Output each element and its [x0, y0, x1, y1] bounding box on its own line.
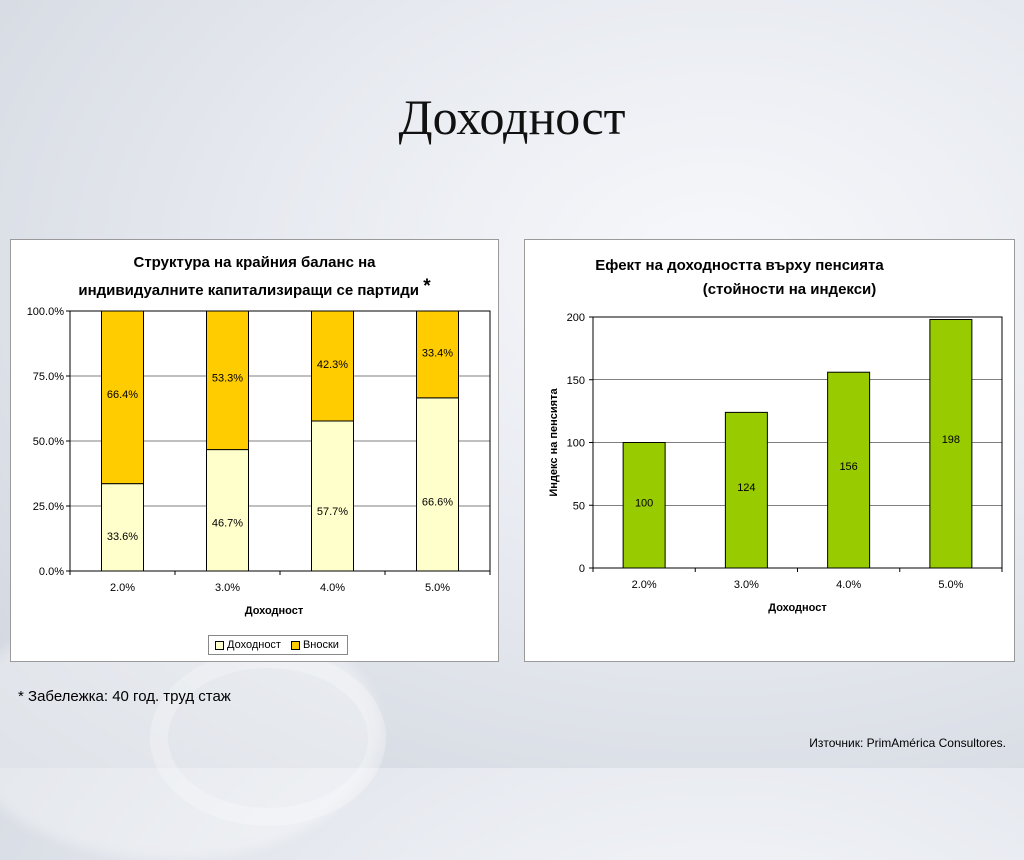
data-label: 46.7% — [212, 517, 243, 529]
bar — [724, 411, 768, 569]
bar — [622, 442, 666, 569]
x-tick-label: 4.0% — [836, 579, 861, 591]
legend-item-yield: Доходност — [215, 639, 281, 651]
data-label: 156 — [839, 461, 857, 473]
chart-title-line2: индивидуалните капитализиращи се партиди — [78, 282, 420, 299]
bar-segment-contrib — [416, 310, 459, 399]
source-note: Източник: PrimAmérica Consultores. — [809, 736, 1006, 750]
index-bar-chart: 0 50 100 150 200 100 2.0% 124 3.0% 156 4.0% 198 5.0%… — [548, 312, 1003, 614]
y-axis-title: Индекс на пенсията — [548, 388, 560, 497]
data-label: 198 — [942, 434, 960, 446]
legend-swatch-contrib — [290, 640, 300, 650]
y-tick-label: 75.0% — [33, 371, 64, 383]
bar-segment-contrib — [311, 310, 354, 422]
x-tick-label: 2.0% — [632, 579, 657, 591]
x-axis-title: Доходност — [245, 605, 304, 617]
data-label: 57.7% — [317, 506, 348, 518]
data-label: 124 — [737, 482, 755, 494]
chart-title-line2-wrap: индивидуалните капитализиращи се партиди… — [11, 275, 498, 303]
y-tick-label: 150 — [567, 375, 585, 387]
bar-segment-yield — [206, 449, 249, 572]
data-label: 53.3% — [212, 373, 243, 385]
x-tick-label: 2.0% — [110, 582, 135, 594]
background-ring — [150, 650, 386, 826]
y-tick-label: 50 — [573, 500, 585, 512]
data-label: 42.3% — [317, 359, 348, 371]
y-tick-label: 0.0% — [39, 566, 64, 578]
x-tick-label: 3.0% — [215, 582, 240, 594]
y-tick-label: 100.0% — [27, 306, 65, 318]
y-tick-label: 100 — [567, 438, 585, 450]
chart-title-line1: Ефект на доходността върху пенсията — [595, 257, 884, 274]
bar-segment-yield — [311, 420, 354, 572]
bar-segment-yield — [416, 397, 459, 572]
chart-title-asterisk: * — [423, 276, 431, 297]
data-label: 33.4% — [422, 348, 453, 360]
x-tick-label: 3.0% — [734, 579, 759, 591]
bar-segment-contrib — [206, 310, 249, 451]
bar-segment-contrib — [101, 310, 144, 485]
footnote: * Забележка: 40 год. труд стаж — [18, 688, 231, 705]
legend-swatch-yield — [215, 640, 224, 650]
y-tick-label: 50.0% — [33, 436, 64, 448]
x-tick-label: 5.0% — [425, 582, 450, 594]
data-label: 66.4% — [107, 389, 138, 401]
stacked-bar-chart: 0.0% 25.0% 50.0% 75.0% 100.0% 33.6% 66.4% 2.0% 4… — [27, 306, 491, 617]
data-label: 100 — [635, 498, 653, 510]
chart-title-line1: Структура на крайния баланс на — [133, 254, 376, 271]
legend-item-contrib: Вноски — [290, 639, 339, 651]
x-tick-label: 5.0% — [938, 579, 963, 591]
index-chart-panel: Ефект на доходността върху пенсията (сто… — [524, 239, 1015, 662]
slide-title: Доходност — [398, 89, 626, 145]
y-tick-label: 25.0% — [33, 501, 64, 513]
y-tick-label: 0 — [579, 563, 585, 575]
x-tick-label: 4.0% — [320, 582, 345, 594]
bar-segment-yield — [101, 483, 144, 572]
x-axis-title: Доходност — [768, 602, 827, 614]
legend: Доходност Вноски — [208, 635, 348, 655]
stacked-chart-panel: Структура на крайния баланс на индивидуа… — [10, 239, 499, 662]
legend-label-contrib: Вноски — [302, 639, 339, 651]
data-label: 66.6% — [422, 497, 453, 509]
legend-label-yield: Доходност — [227, 639, 281, 651]
bar — [827, 371, 871, 569]
chart-title-line2: (стойности на индекси) — [702, 281, 877, 298]
y-tick-label: 200 — [567, 312, 585, 324]
data-label: 33.6% — [107, 531, 138, 543]
bar — [929, 319, 973, 569]
